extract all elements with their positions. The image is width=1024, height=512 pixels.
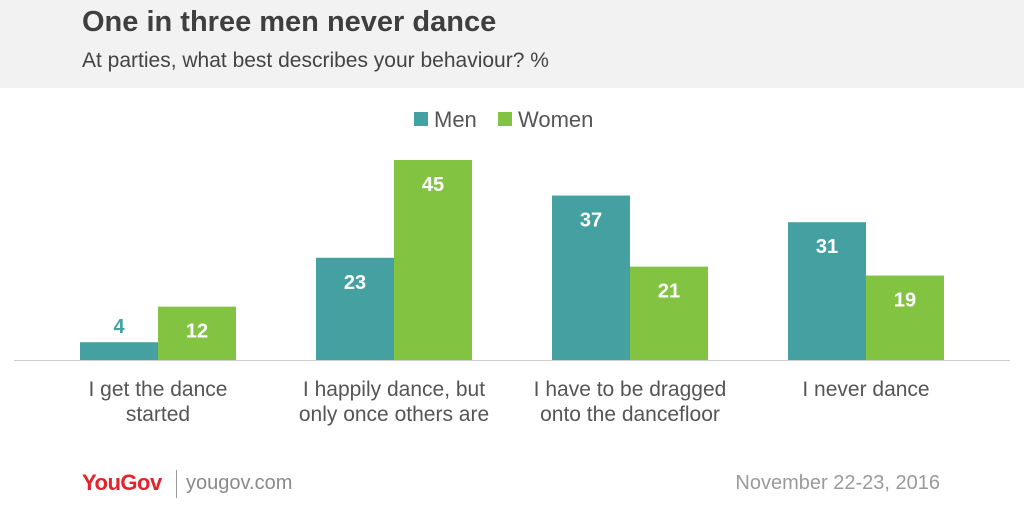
category-label-2-0: I have to be dragged [534,378,727,401]
value-label-men-3: 31 [816,236,838,258]
value-label-men-1: 23 [344,272,366,294]
bar-men-1 [316,257,394,360]
bar-men-3 [788,222,866,360]
footer-divider [176,470,177,498]
value-label-men-2: 37 [580,210,602,232]
legend-swatch-women [498,112,512,126]
bar-women-2 [630,266,708,360]
bar-women-0 [158,306,236,360]
value-label-women-2: 21 [658,281,680,303]
category-label-0-1: started [126,403,190,426]
category-label-3-0: I never dance [802,378,929,401]
category-label-1-1: only once others are [299,403,489,426]
legend-swatch-men [414,112,428,126]
chart-header: One in three men never dance At parties,… [0,0,1024,88]
value-label-women-1: 45 [422,174,444,196]
footer-url[interactable]: yougov.com [186,472,293,494]
value-label-women-3: 19 [894,290,916,312]
chart-title: One in three men never dance [82,6,497,38]
category-label-2-1: onto the dancefloor [540,403,720,426]
value-label-men-0: 4 [113,316,125,338]
yougov-logo: YouGov [82,470,162,495]
survey-date: November 22-23, 2016 [735,472,940,494]
bar-women-3 [866,275,944,360]
bar-men-2 [552,195,630,360]
legend-label-men: Men [434,107,477,132]
legend-label-women: Women [518,107,593,132]
bar-women-1 [394,160,472,360]
bar-men-0 [80,342,158,360]
category-label-1-0: I happily dance, but [303,378,485,401]
value-label-women-0: 12 [186,321,208,343]
category-label-0-0: I get the dance [89,378,228,401]
chart-subtitle: At parties, what best describes your beh… [82,49,549,72]
